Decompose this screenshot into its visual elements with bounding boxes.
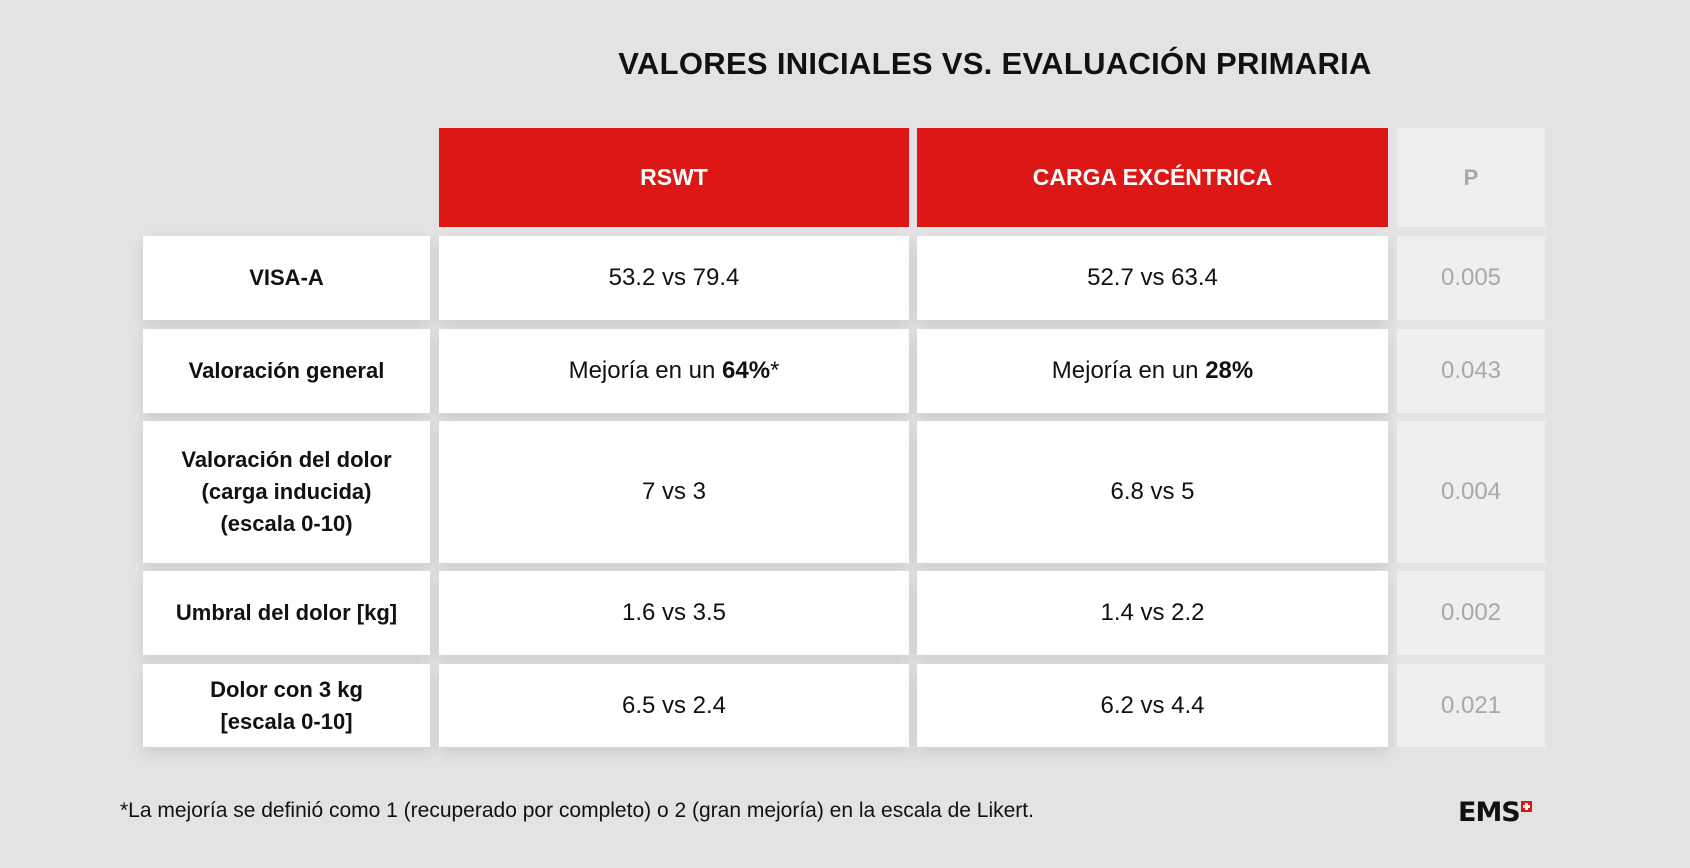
row-label-text: (escala 0-10) bbox=[220, 510, 353, 536]
row-label-umbral-dolor: Umbral del dolor [kg] bbox=[143, 571, 430, 655]
header-p: P bbox=[1397, 128, 1545, 227]
page-title: VALORES INICIALES VS. EVALUACIÓN PRIMARI… bbox=[618, 46, 1372, 81]
cell-carga: 1.4 vs 2.2 bbox=[917, 571, 1388, 655]
cell-carga: 6.2 vs 4.4 bbox=[917, 664, 1388, 747]
cell-p: 0.004 bbox=[1397, 421, 1545, 563]
cell-carga: 52.7 vs 63.4 bbox=[917, 236, 1388, 320]
swiss-cross-icon bbox=[1520, 801, 1532, 812]
cell-rswt: 6.5 vs 2.4 bbox=[439, 664, 909, 747]
row-label-text: VISA-A bbox=[249, 265, 324, 291]
row-label-text: [escala 0-10] bbox=[220, 708, 353, 734]
footnote-marker: * bbox=[770, 357, 780, 384]
logo-text: EMS bbox=[1458, 797, 1521, 828]
row-label-dolor-3kg: Dolor con 3 kg [escala 0-10] bbox=[143, 664, 430, 747]
cell-rswt: 1.6 vs 3.5 bbox=[439, 571, 909, 655]
row-label-visa-a: VISA-A bbox=[143, 236, 430, 320]
cell-text: Mejoría en un bbox=[1051, 357, 1206, 384]
header-rswt: RSWT bbox=[439, 128, 909, 227]
row-label-text: Umbral del dolor [kg] bbox=[175, 600, 398, 626]
cell-p: 0.021 bbox=[1397, 664, 1545, 747]
row-label-text: (carga inducida) bbox=[201, 479, 372, 505]
ems-logo: EMS bbox=[1458, 797, 1532, 828]
cell-carga: Mejoría en un 28% bbox=[917, 329, 1388, 413]
cell-bold-value: 64% bbox=[722, 357, 771, 384]
cell-rswt: Mejoría en un 64% * bbox=[439, 329, 909, 413]
footnote: *La mejoría se definió como 1 (recuperad… bbox=[120, 799, 1034, 822]
cell-p: 0.005 bbox=[1397, 236, 1545, 320]
row-label-text: Dolor con 3 kg bbox=[210, 676, 363, 702]
cell-rswt: 53.2 vs 79.4 bbox=[439, 236, 909, 320]
row-label-text: Valoración del dolor bbox=[181, 447, 392, 473]
cell-rswt: 7 vs 3 bbox=[439, 421, 909, 563]
cell-text: Mejoría en un bbox=[568, 357, 723, 384]
cell-carga: 6.8 vs 5 bbox=[917, 421, 1388, 563]
row-label-valoracion-dolor: Valoración del dolor (carga inducida) (e… bbox=[143, 421, 430, 563]
cell-p: 0.043 bbox=[1397, 329, 1545, 413]
row-label-text: Valoración general bbox=[188, 358, 385, 384]
header-carga-excentrica: CARGA EXCÉNTRICA bbox=[917, 128, 1388, 227]
row-label-valoracion-general: Valoración general bbox=[143, 329, 430, 413]
cell-p: 0.002 bbox=[1397, 571, 1545, 655]
cell-bold-value: 28% bbox=[1205, 357, 1254, 384]
